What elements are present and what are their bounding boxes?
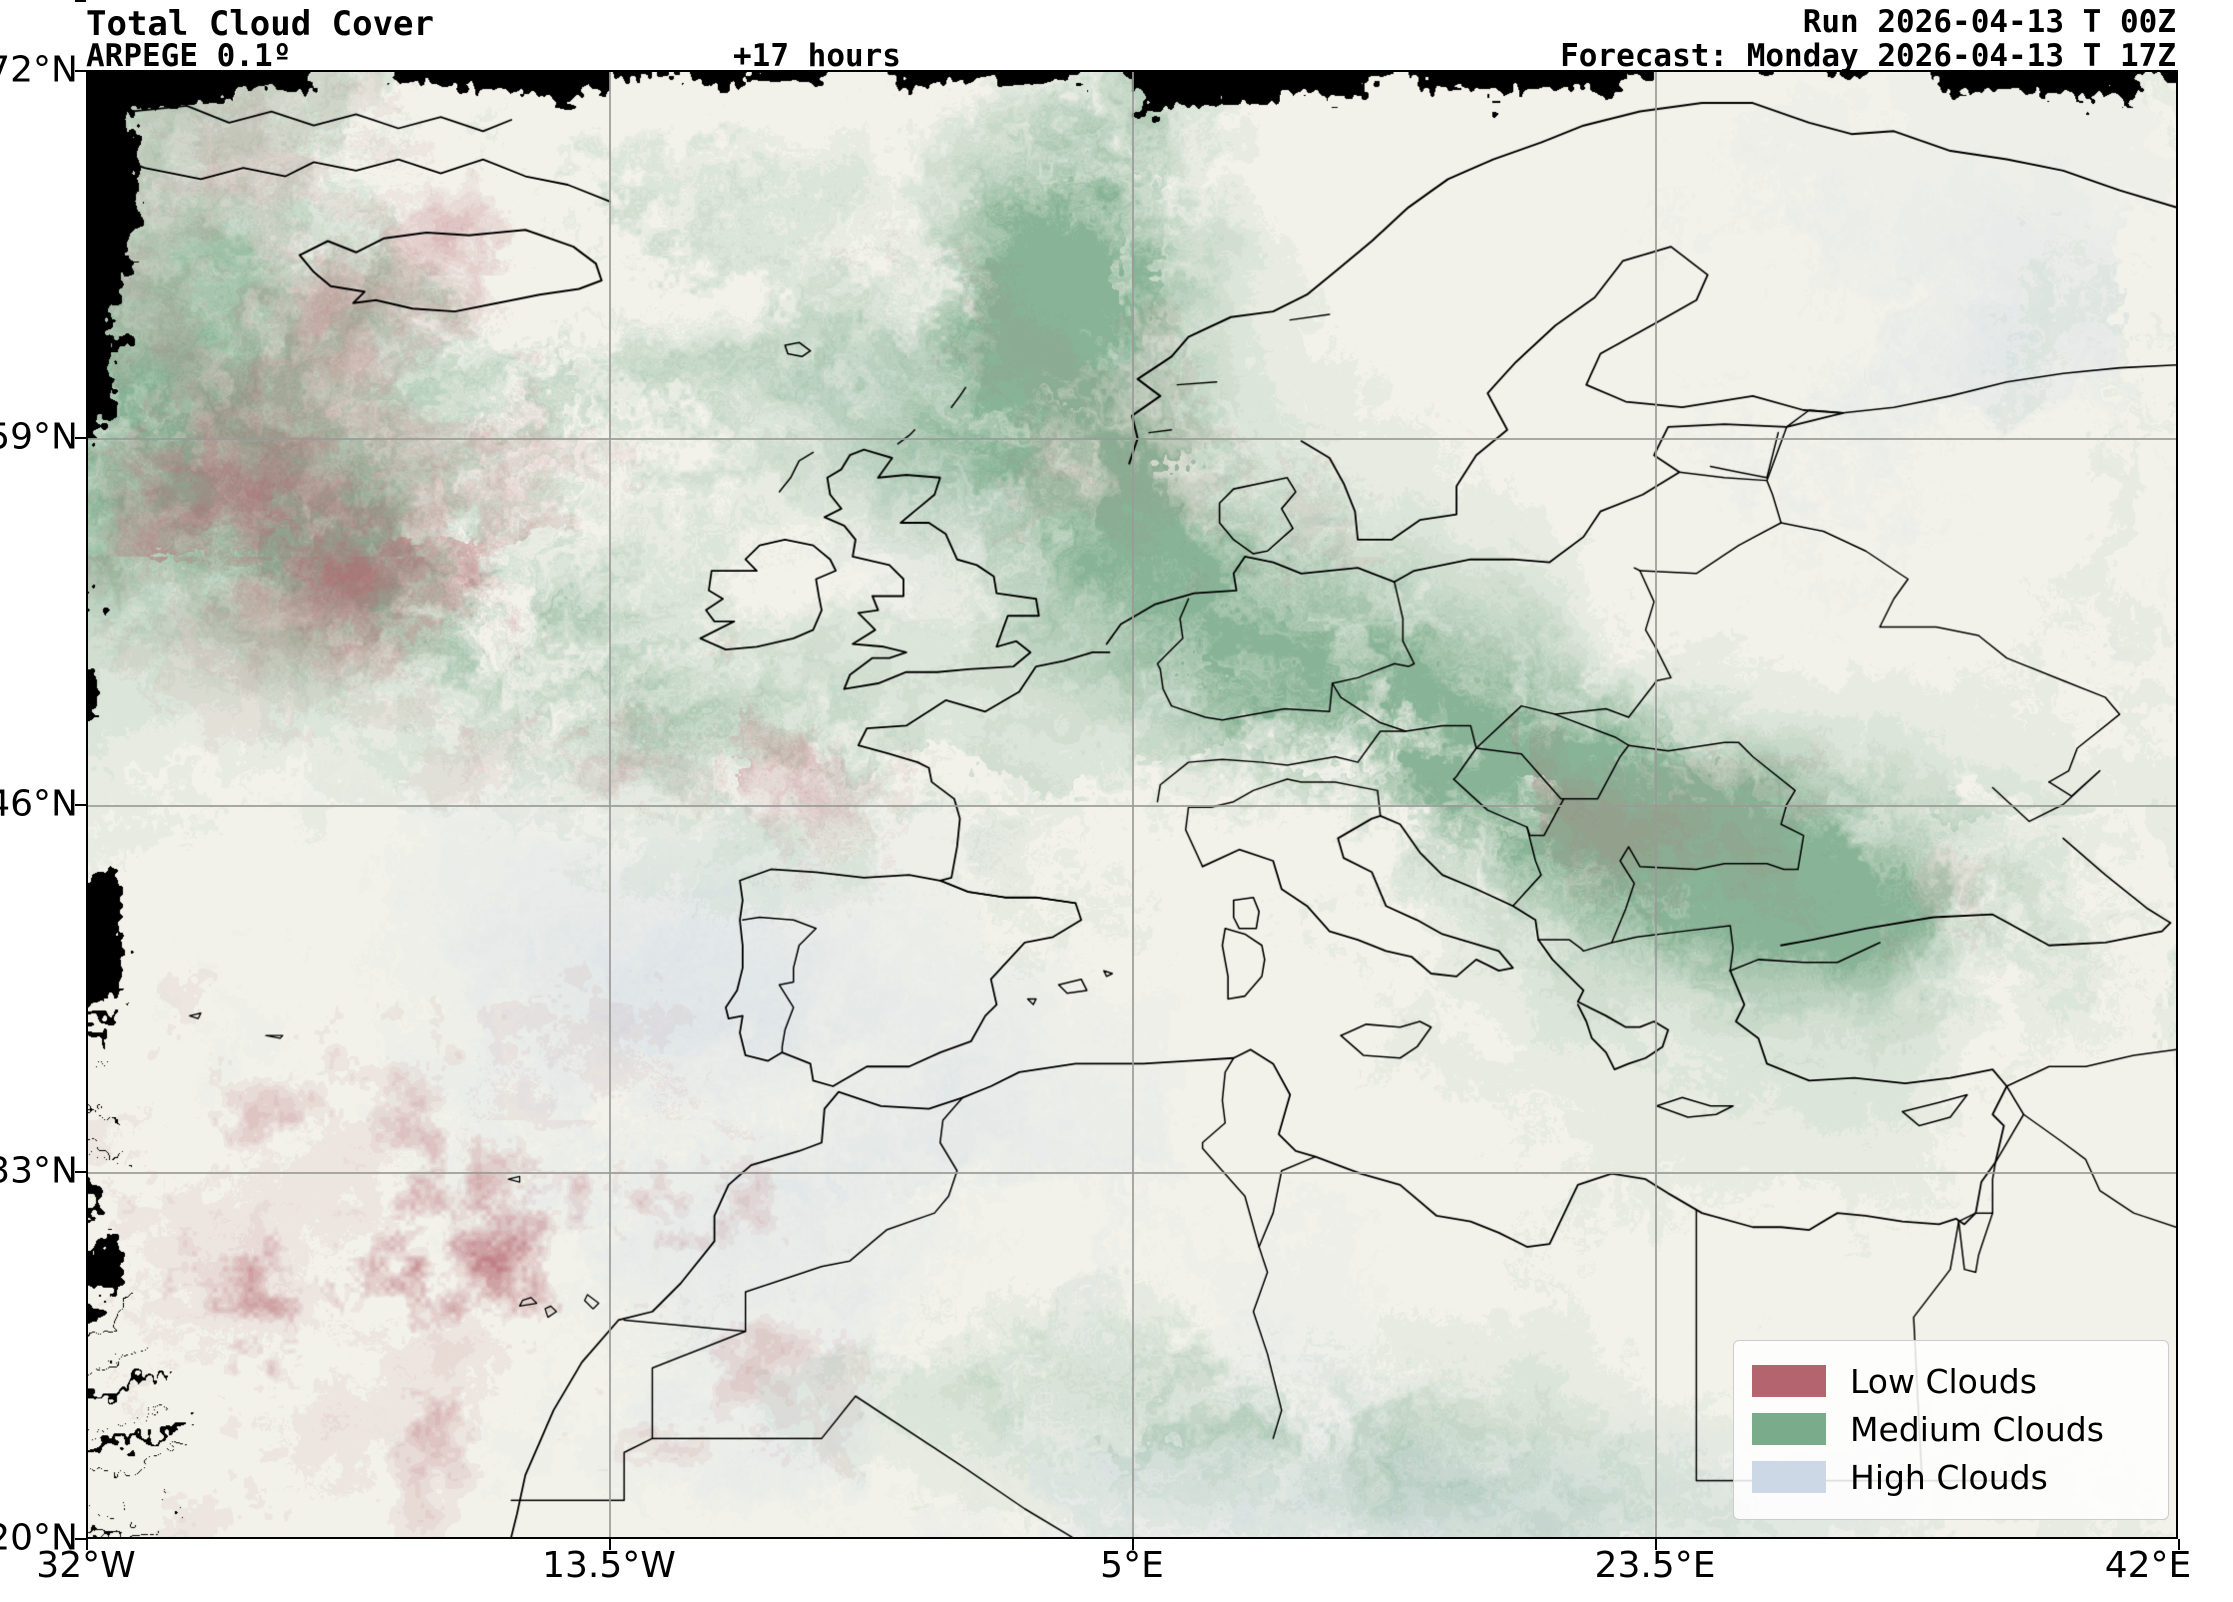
gridline-23-5e bbox=[1655, 72, 1657, 1537]
lead-time-label: +17 hours bbox=[733, 38, 901, 74]
x-tick-mark bbox=[1655, 1539, 1657, 1550]
gridline-59n bbox=[88, 438, 2176, 440]
gridline-5e bbox=[1132, 72, 1134, 1537]
y-tick-mark bbox=[75, 437, 86, 439]
x-axis-label-32w: 32°W bbox=[36, 1545, 136, 1586]
legend-swatch-low-clouds bbox=[1752, 1365, 1826, 1397]
y-axis-label-72n: 72°N bbox=[0, 49, 78, 91]
gridline-46n bbox=[88, 805, 2176, 807]
map-plot-area[interactable] bbox=[86, 70, 2178, 1539]
legend-item-low-clouds: Low Clouds bbox=[1752, 1357, 2150, 1405]
model-label: ARPEGE 0.1º bbox=[86, 38, 292, 74]
x-tick-mark bbox=[609, 1539, 611, 1550]
x-axis-label-23-5e: 23.5°E bbox=[1594, 1545, 1716, 1586]
page-title: Total Cloud Cover bbox=[86, 4, 434, 44]
forecast-timestamp: Forecast: Monday 2026-04-13 T 17Z bbox=[1560, 38, 2176, 74]
x-tick-mark bbox=[1132, 1539, 1134, 1550]
y-tick-mark bbox=[75, 1538, 86, 1540]
run-timestamp: Run 2026-04-13 T 00Z bbox=[1802, 4, 2176, 40]
y-tick-mark bbox=[75, 70, 86, 72]
legend-swatch-high-clouds bbox=[1752, 1461, 1826, 1493]
y-axis-label-33n: 33°N bbox=[0, 1150, 78, 1192]
legend-box: Low Clouds Medium Clouds High Clouds bbox=[1733, 1340, 2169, 1520]
legend-item-high-clouds: High Clouds bbox=[1752, 1453, 2150, 1501]
y-axis-label-59n: 59°N bbox=[0, 416, 78, 458]
x-axis-label-13-5w: 13.5°W bbox=[542, 1545, 676, 1586]
gridline-33n bbox=[88, 1172, 2176, 1174]
x-axis-label-42e: 42°E bbox=[2104, 1545, 2192, 1586]
legend-item-medium-clouds: Medium Clouds bbox=[1752, 1405, 2150, 1453]
y-axis-label-20n: 20°N bbox=[0, 1517, 78, 1559]
y-tick-mark bbox=[75, 1171, 86, 1173]
gridline-13-5w bbox=[609, 72, 611, 1537]
x-tick-mark bbox=[2178, 1539, 2180, 1550]
y-axis-label-46n: 46°N bbox=[0, 783, 78, 825]
legend-label-medium-clouds: Medium Clouds bbox=[1850, 1409, 2104, 1449]
y-tick-mark bbox=[75, 0, 86, 2]
legend-swatch-medium-clouds bbox=[1752, 1413, 1826, 1445]
x-tick-mark bbox=[86, 1539, 88, 1550]
x-axis-label-5e: 5°E bbox=[1100, 1545, 1164, 1586]
legend-label-low-clouds: Low Clouds bbox=[1850, 1361, 2037, 1401]
y-tick-mark bbox=[75, 804, 86, 806]
legend-label-high-clouds: High Clouds bbox=[1850, 1457, 2048, 1497]
